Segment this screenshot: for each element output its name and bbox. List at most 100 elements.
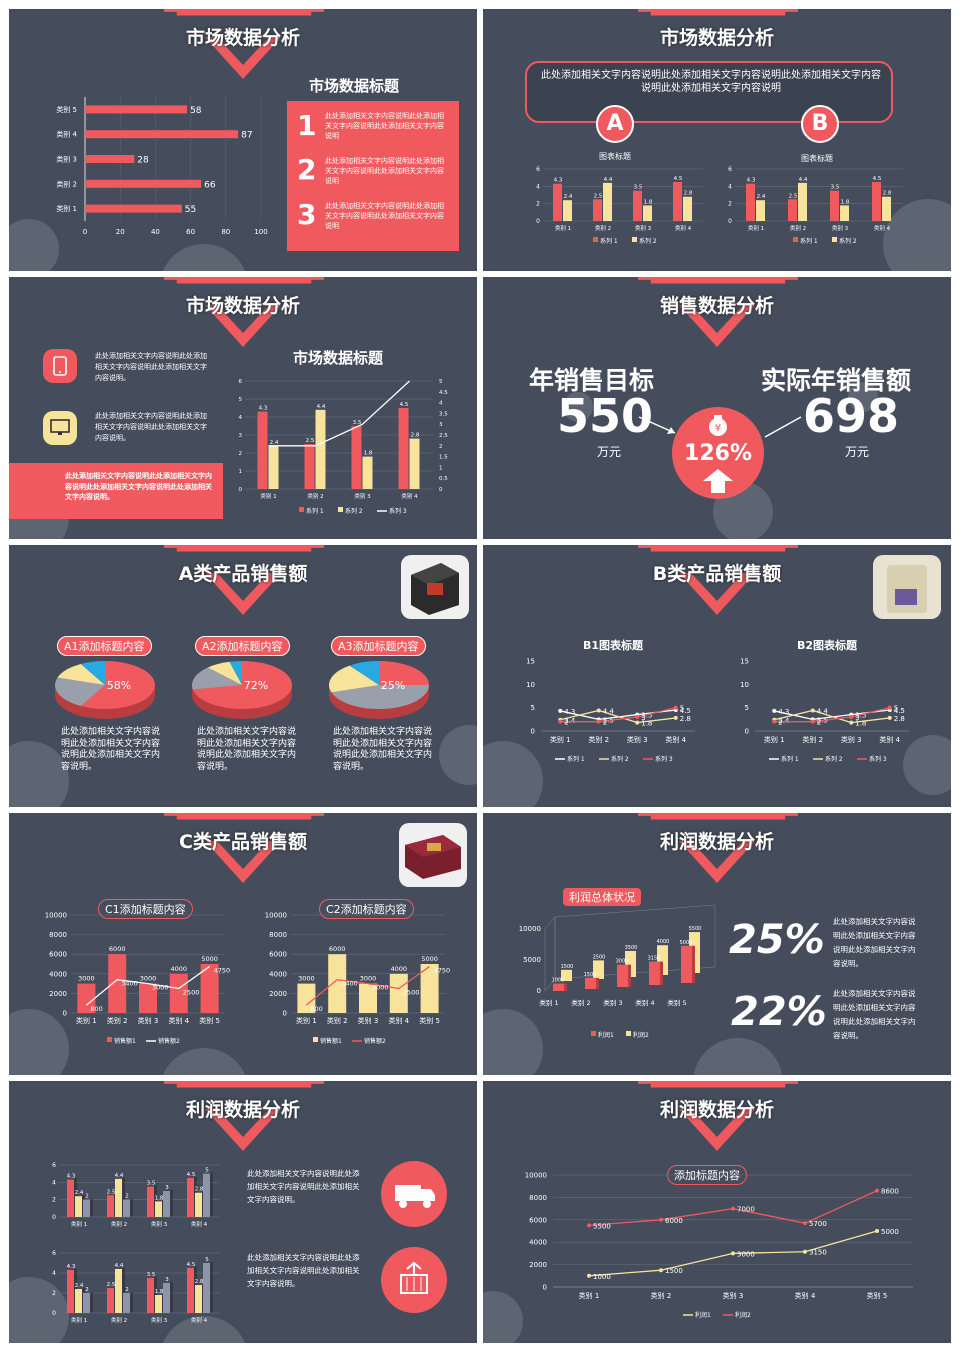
- target-value: 550: [557, 389, 654, 443]
- data-label: 5000: [201, 955, 218, 963]
- series-line: [85, 965, 210, 1006]
- bar: [633, 190, 642, 221]
- data-label: 3000: [298, 975, 315, 983]
- bar-side: [170, 1281, 173, 1313]
- data-label: 4.3: [554, 178, 563, 184]
- slide-6: B类产品销售额 B1图表标题 B2图表标题 0 5 10 15 类别 1 类别 2 类别 3…: [483, 545, 951, 807]
- legend-swatch: [107, 1037, 112, 1042]
- bar-line-chart-c1: 0 2000 4000 6000 8000 10000 3000 类别 1 6000 类别 2 30…: [45, 912, 231, 1046]
- data-label: 4.3: [259, 406, 268, 412]
- category-label: 类别 5: [667, 998, 686, 1007]
- bar: [593, 199, 602, 221]
- pie-slice: [55, 677, 105, 707]
- data-label: 3000: [78, 975, 95, 983]
- monitor-icon: [43, 411, 77, 445]
- category-label: 类别 5: [199, 1016, 220, 1025]
- slide-title: 利润数据分析: [659, 831, 774, 853]
- tick-label: 4: [52, 1179, 56, 1186]
- legend-swatch: [793, 237, 798, 242]
- tick-label: 0: [745, 728, 749, 736]
- data-label: 4.5: [400, 402, 409, 408]
- legend-label: 系列 2: [825, 755, 843, 763]
- legend-label: 系列 1: [306, 507, 324, 515]
- point: [875, 1229, 879, 1233]
- data-label: 4.3: [778, 708, 789, 716]
- category-label: 类别 3: [151, 1316, 168, 1324]
- text-1: 此处添加相关文字内容说明此处添加相关文字内容说明此处添加相关文字内容说明。: [247, 1169, 360, 1204]
- category-label: 类别 5: [56, 105, 77, 114]
- bar-side: [90, 1197, 93, 1217]
- legend-label: 系列 2: [611, 755, 629, 763]
- category-label: 类别 4: [879, 735, 900, 744]
- pie-charts: 58% 72% 25%: [55, 661, 429, 719]
- tick-label: 0: [531, 728, 535, 736]
- legend-label: 利润1: [695, 1311, 711, 1319]
- data-label: 2.8: [411, 433, 420, 439]
- tick-label-y2: 0.5: [439, 476, 448, 482]
- tick-label-y2: 2: [439, 444, 443, 450]
- bar: [67, 1179, 74, 1217]
- bar-side: [596, 977, 599, 989]
- bar: [163, 1283, 170, 1313]
- tick-label-y2: 3.5: [439, 411, 448, 417]
- data-label: 2.8: [195, 1279, 204, 1285]
- data-label: 3400: [341, 980, 358, 988]
- growth-percent: 126%: [684, 441, 752, 466]
- data-label: 4.3: [67, 1264, 76, 1270]
- bar: [75, 1289, 82, 1313]
- legend-label: 销售额1: [114, 1037, 136, 1045]
- series-line: [560, 707, 676, 723]
- category-label: 类别 1: [71, 1220, 87, 1228]
- tick-label: 2: [536, 201, 540, 208]
- data-label: 3.5: [641, 712, 652, 720]
- category-label: 类别 3: [627, 735, 648, 744]
- tea-box-icon: [411, 563, 459, 615]
- data-label: 4.4: [115, 1173, 124, 1179]
- data-label: 2.8: [894, 715, 905, 723]
- legend-label: 系列 1: [600, 237, 618, 245]
- section-head-a2: A2添加标题内容: [195, 636, 290, 656]
- category-label: 类别 1: [260, 492, 276, 500]
- data-label: 2.4: [564, 717, 576, 725]
- text-3: 此处添加相关文字内容说明此处添加相关文字内容说明此处添加相关文字内容说明此处添加…: [65, 472, 212, 501]
- category-label: 类别 2: [588, 735, 609, 744]
- bar: [108, 954, 127, 1013]
- number-item-text: 此处添加相关文字内容说明此处添加相关文字内容说明此处添加相关文字内容说明: [325, 157, 444, 185]
- number-item: 2: [297, 153, 317, 186]
- data-label: 5: [894, 705, 898, 713]
- pie-slice: [379, 661, 429, 685]
- data-label: 3000: [737, 1250, 755, 1258]
- bar: [617, 964, 628, 987]
- stat-1: 25%: [729, 917, 825, 963]
- bar-side: [130, 1197, 133, 1217]
- category-label: 类别 4: [191, 1316, 208, 1324]
- bar: [163, 1191, 170, 1217]
- pie-slice: [192, 667, 242, 690]
- title-banner: [164, 277, 324, 284]
- data-label: 3.5: [147, 1272, 156, 1278]
- tick-label: 40: [151, 228, 160, 236]
- arrow-up-icon: [703, 469, 733, 493]
- number-item: 3: [297, 198, 317, 231]
- data-label: 5500: [689, 926, 702, 932]
- data-label: 5: [205, 1257, 209, 1263]
- series-line: [305, 965, 430, 1006]
- category-label: 类别 2: [327, 1016, 348, 1025]
- tick-label: 100: [254, 228, 267, 236]
- pie-slice: [207, 661, 242, 685]
- tick-label: 4000: [269, 970, 287, 978]
- bar: [563, 200, 572, 221]
- data-label: 55: [185, 205, 196, 215]
- category-label: 类别 1: [296, 1016, 317, 1025]
- data-label: 87: [241, 131, 252, 141]
- text-2: 此处添加相关文字内容说明此处添加相关文字内容说明此处添加相关文字内容说明。: [95, 412, 207, 442]
- data-label: 4750: [214, 966, 231, 974]
- tick-label: 15: [740, 658, 749, 666]
- data-label: 4.3: [564, 708, 575, 716]
- tick-label: 2: [52, 1197, 56, 1204]
- bar: [85, 105, 188, 114]
- section-head-c2: C2添加标题内容: [319, 899, 414, 919]
- data-label: 1500: [584, 972, 597, 978]
- category-label: 类别 3: [56, 155, 77, 164]
